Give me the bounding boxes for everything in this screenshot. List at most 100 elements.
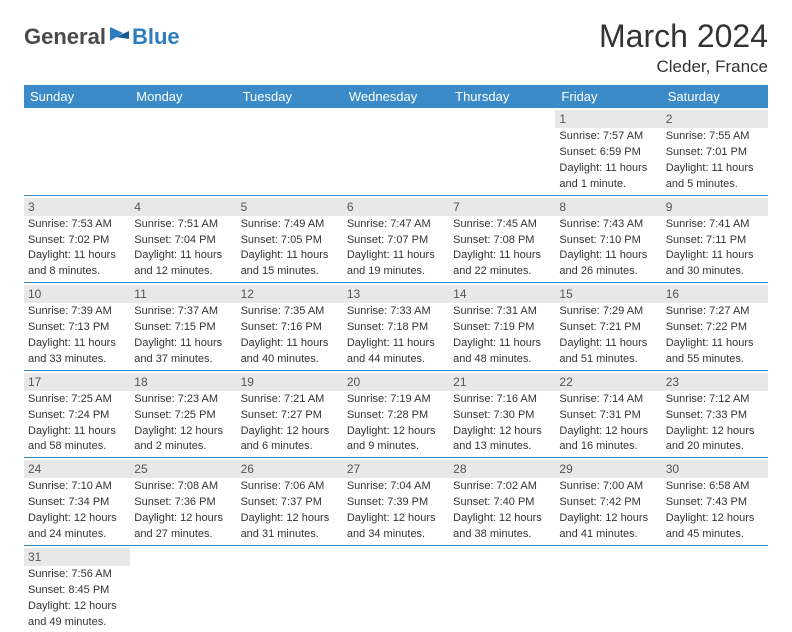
sunrise-text: Sunrise: 7:06 AM [241,479,339,494]
daylight2-text: and 16 minutes. [559,439,657,454]
day-cell-empty [662,546,768,632]
day-number: 15 [555,285,661,303]
daylight2-text: and 5 minutes. [666,177,764,192]
sunset-text: Sunset: 7:18 PM [347,320,445,335]
sunset-text: Sunset: 7:19 PM [453,320,551,335]
sunrise-text: Sunrise: 7:55 AM [666,129,764,144]
week-row: 17Sunrise: 7:25 AMSunset: 7:24 PMDayligh… [24,371,768,459]
sunset-text: Sunset: 7:30 PM [453,408,551,423]
sunrise-text: Sunrise: 6:58 AM [666,479,764,494]
daylight2-text: and 26 minutes. [559,264,657,279]
day-cell: 25Sunrise: 7:08 AMSunset: 7:36 PMDayligh… [130,458,236,545]
logo-flag-icon [109,25,131,48]
daylight2-text: and 31 minutes. [241,527,339,542]
sunrise-text: Sunrise: 7:27 AM [666,304,764,319]
day-cell: 7Sunrise: 7:45 AMSunset: 7:08 PMDaylight… [449,196,555,283]
logo: General Blue [24,24,180,50]
daylight2-text: and 20 minutes. [666,439,764,454]
day-cell: 18Sunrise: 7:23 AMSunset: 7:25 PMDayligh… [130,371,236,458]
day-cell: 14Sunrise: 7:31 AMSunset: 7:19 PMDayligh… [449,283,555,370]
sunset-text: Sunset: 7:36 PM [134,495,232,510]
calendar: SundayMondayTuesdayWednesdayThursdayFrid… [24,85,768,632]
day-cell-empty [343,546,449,632]
daylight1-text: Daylight: 11 hours [134,248,232,263]
day-cell: 13Sunrise: 7:33 AMSunset: 7:18 PMDayligh… [343,283,449,370]
sunset-text: Sunset: 7:25 PM [134,408,232,423]
day-number: 11 [130,285,236,303]
day-number: 18 [130,373,236,391]
day-number: 1 [555,110,661,128]
day-number: 4 [130,198,236,216]
day-number: 8 [555,198,661,216]
day-number: 25 [130,460,236,478]
sunrise-text: Sunrise: 7:19 AM [347,392,445,407]
daylight1-text: Daylight: 11 hours [134,336,232,351]
day-number: 6 [343,198,449,216]
day-cell-empty [555,546,661,632]
sunset-text: Sunset: 6:59 PM [559,145,657,160]
daylight2-text: and 13 minutes. [453,439,551,454]
daylight2-text: and 40 minutes. [241,352,339,367]
sunrise-text: Sunrise: 7:39 AM [28,304,126,319]
sunrise-text: Sunrise: 7:23 AM [134,392,232,407]
day-cell: 11Sunrise: 7:37 AMSunset: 7:15 PMDayligh… [130,283,236,370]
day-number: 27 [343,460,449,478]
daylight2-text: and 30 minutes. [666,264,764,279]
day-cell-empty [24,108,130,195]
daylight2-text: and 37 minutes. [134,352,232,367]
day-cell: 16Sunrise: 7:27 AMSunset: 7:22 PMDayligh… [662,283,768,370]
daylight2-text: and 6 minutes. [241,439,339,454]
daylight2-text: and 12 minutes. [134,264,232,279]
sunset-text: Sunset: 7:43 PM [666,495,764,510]
daylight2-text: and 49 minutes. [28,615,126,630]
day-number: 17 [24,373,130,391]
weekday-label: Saturday [662,85,768,108]
sunset-text: Sunset: 7:27 PM [241,408,339,423]
sunrise-text: Sunrise: 7:12 AM [666,392,764,407]
sunrise-text: Sunrise: 7:14 AM [559,392,657,407]
daylight1-text: Daylight: 11 hours [559,248,657,263]
day-cell: 17Sunrise: 7:25 AMSunset: 7:24 PMDayligh… [24,371,130,458]
day-cell: 27Sunrise: 7:04 AMSunset: 7:39 PMDayligh… [343,458,449,545]
day-cell: 30Sunrise: 6:58 AMSunset: 7:43 PMDayligh… [662,458,768,545]
title-block: March 2024 Cleder, France [599,18,768,77]
daylight2-text: and 58 minutes. [28,439,126,454]
sunrise-text: Sunrise: 7:10 AM [28,479,126,494]
daylight1-text: Daylight: 12 hours [241,424,339,439]
daylight1-text: Daylight: 12 hours [559,511,657,526]
daylight1-text: Daylight: 11 hours [347,336,445,351]
sunset-text: Sunset: 7:42 PM [559,495,657,510]
sunrise-text: Sunrise: 7:33 AM [347,304,445,319]
sunset-text: Sunset: 8:45 PM [28,583,126,598]
month-title: March 2024 [599,18,768,55]
daylight1-text: Daylight: 11 hours [28,424,126,439]
daylight1-text: Daylight: 11 hours [453,336,551,351]
header: General Blue March 2024 Cleder, France [0,0,792,85]
day-cell: 10Sunrise: 7:39 AMSunset: 7:13 PMDayligh… [24,283,130,370]
sunset-text: Sunset: 7:33 PM [666,408,764,423]
daylight2-text: and 33 minutes. [28,352,126,367]
weekday-label: Friday [555,85,661,108]
daylight1-text: Daylight: 12 hours [134,511,232,526]
daylight2-text: and 9 minutes. [347,439,445,454]
day-cell: 9Sunrise: 7:41 AMSunset: 7:11 PMDaylight… [662,196,768,283]
week-row: 1Sunrise: 7:57 AMSunset: 6:59 PMDaylight… [24,108,768,196]
sunset-text: Sunset: 7:10 PM [559,233,657,248]
sunset-text: Sunset: 7:05 PM [241,233,339,248]
day-number: 29 [555,460,661,478]
logo-text-general: General [24,24,106,50]
week-row: 31Sunrise: 7:56 AMSunset: 8:45 PMDayligh… [24,546,768,632]
daylight2-text: and 41 minutes. [559,527,657,542]
calendar-body: 1Sunrise: 7:57 AMSunset: 6:59 PMDaylight… [24,108,768,632]
daylight2-text: and 15 minutes. [241,264,339,279]
daylight2-text: and 38 minutes. [453,527,551,542]
daylight2-text: and 27 minutes. [134,527,232,542]
daylight1-text: Daylight: 11 hours [347,248,445,263]
daylight1-text: Daylight: 11 hours [241,248,339,263]
day-number: 12 [237,285,343,303]
sunset-text: Sunset: 7:39 PM [347,495,445,510]
day-cell: 15Sunrise: 7:29 AMSunset: 7:21 PMDayligh… [555,283,661,370]
day-cell: 1Sunrise: 7:57 AMSunset: 6:59 PMDaylight… [555,108,661,195]
sunrise-text: Sunrise: 7:31 AM [453,304,551,319]
daylight1-text: Daylight: 11 hours [666,248,764,263]
